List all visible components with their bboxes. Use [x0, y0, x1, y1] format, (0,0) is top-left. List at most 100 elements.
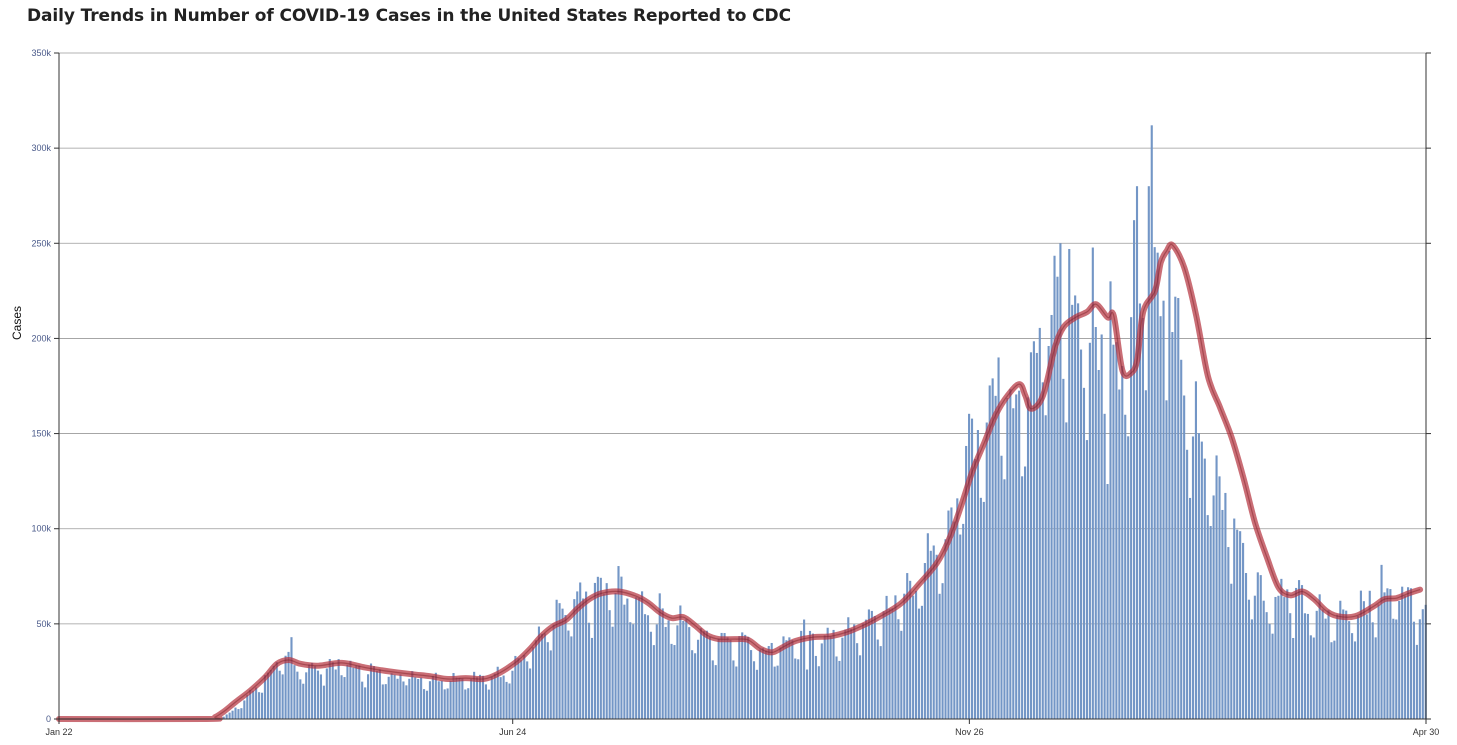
daily-case-bar[interactable] — [1200, 441, 1203, 719]
daily-case-bar[interactable] — [1377, 604, 1380, 719]
daily-case-bar[interactable] — [1368, 590, 1371, 719]
daily-case-bar[interactable] — [319, 674, 322, 719]
daily-case-bar[interactable] — [599, 577, 602, 719]
daily-case-bar[interactable] — [909, 580, 912, 719]
daily-case-bar[interactable] — [853, 624, 856, 719]
daily-case-bar[interactable] — [735, 666, 738, 719]
daily-case-bar[interactable] — [381, 684, 384, 719]
daily-case-bar[interactable] — [508, 683, 511, 719]
daily-case-bar[interactable] — [299, 679, 302, 719]
daily-case-bar[interactable] — [1212, 495, 1215, 719]
daily-case-bar[interactable] — [620, 576, 623, 719]
daily-case-bar[interactable] — [440, 680, 443, 719]
daily-case-bar[interactable] — [1009, 389, 1012, 719]
daily-case-bar[interactable] — [917, 608, 921, 719]
daily-case-bar[interactable] — [932, 545, 935, 719]
daily-case-bar[interactable] — [414, 677, 417, 719]
daily-case-bar[interactable] — [891, 608, 894, 719]
daily-case-bar[interactable] — [316, 670, 320, 719]
daily-case-bar[interactable] — [1342, 609, 1345, 719]
daily-case-bar[interactable] — [260, 692, 264, 719]
daily-case-bar[interactable] — [968, 413, 971, 719]
daily-case-bar[interactable] — [1147, 186, 1150, 719]
moving-average-path[interactable] — [56, 241, 1424, 723]
daily-case-bar[interactable] — [375, 670, 378, 719]
daily-case-bar[interactable] — [1124, 414, 1127, 719]
daily-case-bar[interactable] — [1404, 595, 1407, 719]
daily-case-bar[interactable] — [284, 655, 287, 719]
daily-case-bar[interactable] — [1292, 637, 1295, 719]
daily-case-bar[interactable] — [808, 630, 812, 719]
daily-case-bar[interactable] — [1118, 389, 1121, 719]
daily-case-bar[interactable] — [711, 660, 714, 719]
daily-case-bar[interactable] — [1380, 564, 1383, 719]
daily-case-bar[interactable] — [281, 674, 284, 719]
daily-case-bar[interactable] — [1209, 526, 1212, 719]
daily-case-bar[interactable] — [788, 637, 791, 719]
daily-case-bar[interactable] — [585, 591, 588, 719]
daily-case-bar[interactable] — [449, 680, 452, 719]
daily-case-bar[interactable] — [1224, 492, 1227, 719]
daily-case-bar[interactable] — [313, 666, 317, 719]
daily-case-bar[interactable] — [502, 675, 505, 719]
daily-case-bar[interactable] — [856, 643, 859, 719]
daily-case-bar[interactable] — [635, 597, 638, 719]
daily-case-bar[interactable] — [900, 630, 903, 719]
daily-case-bar[interactable] — [944, 539, 947, 719]
daily-case-bar[interactable] — [820, 643, 823, 719]
daily-case-bar[interactable] — [959, 534, 962, 719]
daily-case-bar[interactable] — [1188, 497, 1192, 719]
daily-case-bar[interactable] — [844, 629, 847, 719]
daily-case-bar[interactable] — [1041, 382, 1044, 719]
daily-case-bar[interactable] — [549, 650, 552, 719]
daily-case-bar[interactable] — [493, 673, 496, 719]
daily-case-bar[interactable] — [328, 659, 331, 719]
daily-case-bar[interactable] — [926, 533, 929, 719]
daily-case-bar[interactable] — [266, 672, 269, 719]
daily-case-bar[interactable] — [903, 593, 906, 719]
daily-case-bar[interactable] — [1392, 618, 1395, 719]
daily-case-bar[interactable] — [593, 582, 596, 719]
daily-case-bar[interactable] — [1218, 476, 1221, 719]
daily-case-bar[interactable] — [1012, 408, 1015, 719]
daily-case-bar[interactable] — [331, 662, 334, 719]
daily-case-bar[interactable] — [1315, 610, 1318, 719]
daily-case-bar[interactable] — [455, 677, 458, 719]
daily-case-bar[interactable] — [997, 357, 1000, 719]
daily-case-bar[interactable] — [1177, 298, 1180, 719]
daily-case-bar[interactable] — [717, 638, 720, 719]
daily-case-bar[interactable] — [1032, 341, 1035, 719]
daily-case-bar[interactable] — [841, 637, 844, 719]
daily-case-bar[interactable] — [1059, 243, 1062, 720]
daily-case-bar[interactable] — [564, 615, 567, 719]
daily-case-bar[interactable] — [567, 630, 570, 719]
daily-case-bar[interactable] — [325, 668, 328, 719]
daily-case-bar[interactable] — [1236, 529, 1239, 719]
daily-case-bar[interactable] — [1271, 633, 1274, 719]
daily-case-bar[interactable] — [505, 681, 508, 719]
daily-case-bar[interactable] — [1401, 586, 1404, 719]
daily-case-bar[interactable] — [814, 655, 817, 719]
daily-case-bar[interactable] — [800, 630, 803, 719]
daily-case-bar[interactable] — [263, 675, 267, 719]
daily-case-bar[interactable] — [361, 681, 364, 719]
daily-case-bar[interactable] — [526, 661, 529, 719]
daily-case-bar[interactable] — [861, 623, 865, 719]
daily-case-bar[interactable] — [750, 650, 753, 719]
daily-case-bar[interactable] — [1000, 455, 1003, 719]
daily-case-bar[interactable] — [1242, 542, 1245, 719]
daily-case-bar[interactable] — [1359, 590, 1362, 719]
daily-case-bar[interactable] — [641, 591, 644, 719]
daily-case-bar[interactable] — [947, 510, 950, 719]
daily-case-bar[interactable] — [1171, 332, 1174, 719]
daily-case-bar[interactable] — [1386, 588, 1389, 719]
daily-case-bar[interactable] — [817, 666, 820, 719]
daily-case-bar[interactable] — [770, 642, 773, 719]
daily-case-bar[interactable] — [287, 651, 290, 719]
daily-case-bar[interactable] — [237, 709, 240, 719]
daily-case-bar[interactable] — [1327, 610, 1330, 719]
daily-case-bar[interactable] — [1006, 397, 1009, 719]
daily-case-bar[interactable] — [222, 716, 225, 719]
daily-case-bar[interactable] — [1003, 479, 1006, 719]
daily-case-bar[interactable] — [832, 629, 835, 719]
